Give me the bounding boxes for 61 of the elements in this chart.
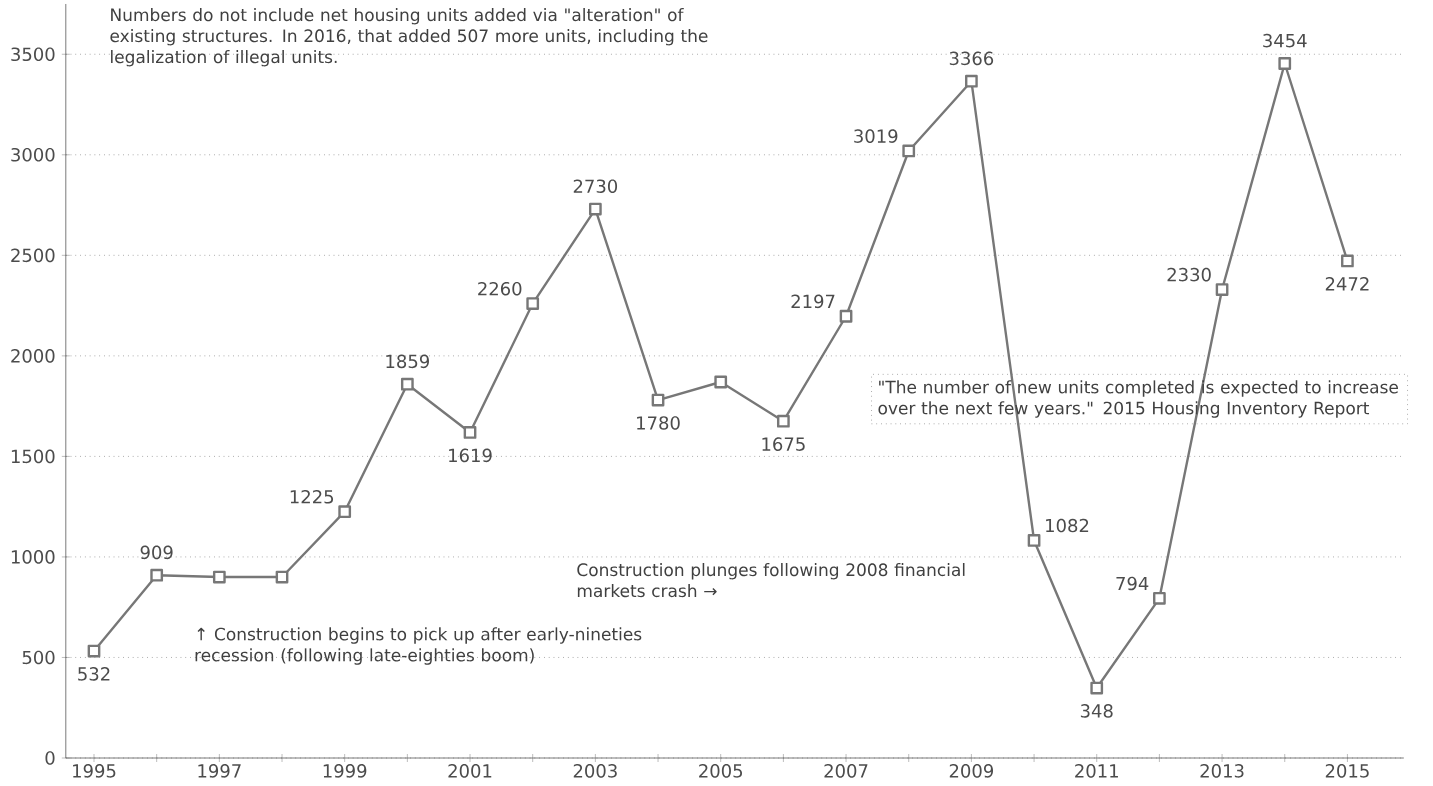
- x-tick-label: 1995: [73, 764, 116, 778]
- data-label: 909: [140, 545, 173, 560]
- x-tick-label: 2015: [1325, 764, 1369, 778]
- point: [588, 202, 602, 216]
- point: [1090, 681, 1104, 695]
- y-tick-label: 3000: [11, 147, 55, 162]
- point: [1341, 254, 1354, 268]
- y-tick-label: 500: [22, 650, 55, 665]
- x-tick-label: 2001: [448, 764, 492, 778]
- data-label: 3454: [1263, 33, 1307, 48]
- x-tick-label: 2003: [573, 764, 617, 778]
- data-label: 1619: [449, 448, 492, 463]
- point: [902, 144, 916, 158]
- annotation: ↑ Construction begins to pick up after early-nineties recession (following late-eighties boom): [195, 627, 642, 665]
- point: [463, 426, 477, 439]
- x-tick-label: 1999: [323, 764, 367, 778]
- point: [651, 393, 665, 407]
- point: [839, 309, 853, 323]
- point: [338, 505, 352, 519]
- data-label: 2330: [1167, 267, 1211, 282]
- point: [150, 568, 164, 582]
- data-label: 2197: [791, 294, 835, 309]
- point: [87, 644, 101, 658]
- point: [714, 375, 728, 389]
- y-tick-label: 1000: [11, 550, 55, 564]
- data-label: 1225: [290, 489, 334, 504]
- point: [777, 414, 790, 428]
- point: [965, 74, 978, 88]
- data-label: 1859: [386, 354, 429, 369]
- y-tick-label: 2000: [11, 349, 55, 363]
- point: [275, 570, 289, 584]
- y-tick-label: 0: [45, 751, 55, 765]
- point: [1027, 534, 1041, 547]
- annotation: Construction plunges following 2008 financial markets crash →: [577, 563, 965, 598]
- point: [1153, 591, 1166, 605]
- y-tick-label: 3500: [11, 47, 55, 62]
- x-tick-label: 2007: [824, 764, 868, 778]
- data-label: 1675: [762, 437, 805, 451]
- x-tick-label: 1997: [198, 764, 241, 778]
- y-tick-label: 2500: [11, 248, 55, 263]
- point: [1215, 283, 1229, 296]
- x-tick-label: 2005: [699, 764, 743, 778]
- point: [526, 297, 540, 310]
- point: [1278, 57, 1292, 70]
- point: [400, 377, 414, 391]
- data-label: 532: [78, 667, 110, 681]
- data-label: 2260: [478, 281, 522, 296]
- annotation: Numbers do not include net housing units added via "alteration" of existing structures. In 2016, that added 507 more units, including the legalization of illegal units.: [110, 8, 708, 67]
- x-tick-label: 2009: [949, 764, 994, 778]
- data-label: 794: [1116, 576, 1149, 591]
- data-label: 2730: [573, 179, 618, 194]
- data-label: 3019: [854, 129, 898, 143]
- data-label: 1082: [1046, 518, 1089, 533]
- x-tick-label: 2011: [1075, 764, 1118, 778]
- data-label: 3366: [949, 51, 994, 66]
- x-tick-label: 2013: [1200, 764, 1244, 778]
- y-tick-label: 1500: [11, 449, 55, 464]
- point: [212, 570, 226, 584]
- data-label: 2472: [1325, 277, 1369, 291]
- data-label: 348: [1080, 704, 1113, 718]
- data-label: 1780: [637, 416, 680, 430]
